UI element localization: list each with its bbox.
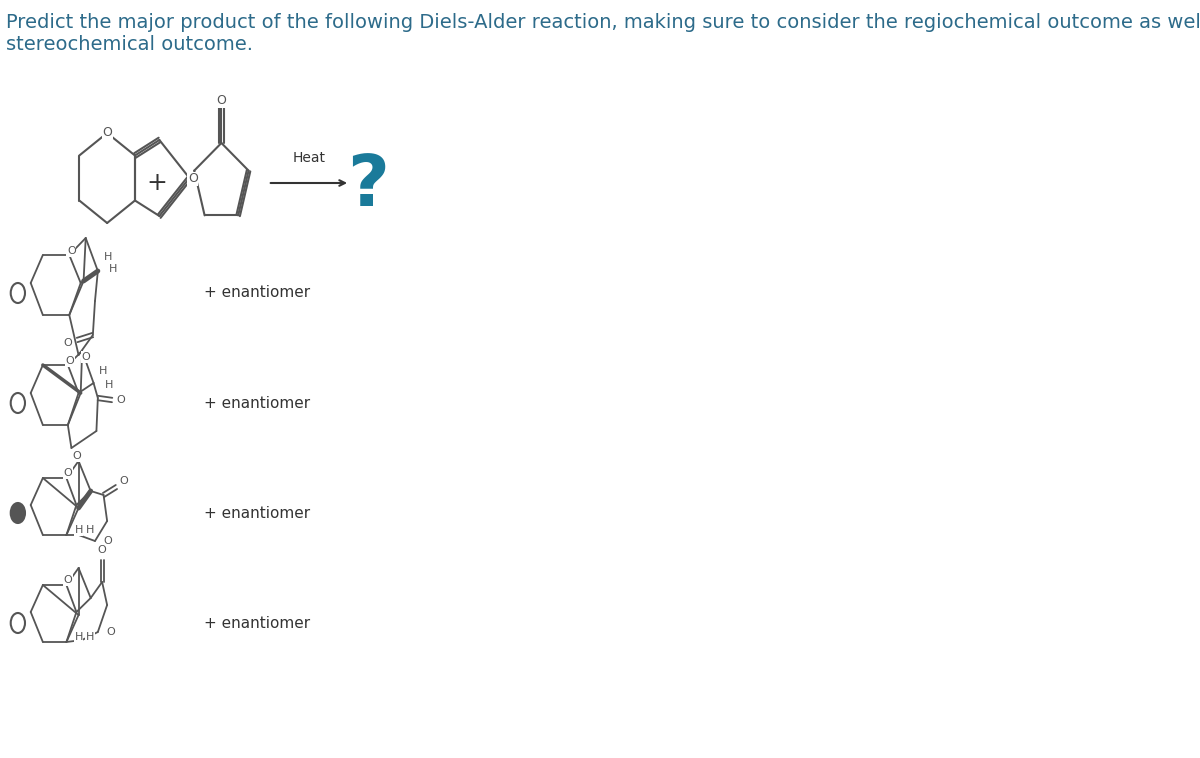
Text: H: H [74, 632, 83, 642]
Text: H: H [100, 366, 108, 376]
Text: O: O [216, 95, 227, 108]
Text: O: O [66, 356, 74, 366]
Text: O: O [119, 476, 128, 486]
Circle shape [11, 503, 25, 523]
Text: O: O [64, 468, 72, 478]
Text: O: O [103, 536, 113, 546]
Text: H: H [106, 380, 114, 390]
Text: +: + [146, 171, 168, 195]
Text: O: O [116, 395, 125, 405]
Text: O: O [107, 627, 115, 637]
Text: O: O [64, 338, 72, 348]
Text: O: O [67, 246, 76, 256]
Text: H: H [74, 525, 83, 535]
Text: O: O [64, 575, 72, 585]
Text: H: H [86, 525, 94, 535]
Text: H: H [86, 632, 94, 642]
Text: O: O [188, 172, 198, 185]
Text: Heat: Heat [293, 151, 325, 165]
Circle shape [14, 508, 22, 518]
Text: O: O [82, 352, 90, 362]
Text: + enantiomer: + enantiomer [204, 506, 310, 521]
Text: H: H [103, 252, 112, 262]
Circle shape [13, 506, 23, 520]
Text: ?: ? [347, 152, 389, 221]
Text: O: O [73, 451, 82, 461]
Text: O: O [97, 545, 107, 555]
Text: Predict the major product of the following Diels-Alder reaction, making sure to : Predict the major product of the followi… [6, 13, 1200, 54]
Text: + enantiomer: + enantiomer [204, 615, 310, 631]
Text: H: H [109, 264, 118, 274]
Text: O: O [102, 127, 112, 139]
Text: + enantiomer: + enantiomer [204, 286, 310, 300]
Text: + enantiomer: + enantiomer [204, 396, 310, 411]
